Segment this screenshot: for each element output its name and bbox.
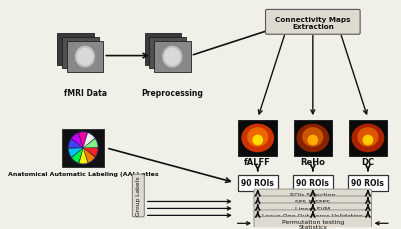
Ellipse shape [302,128,324,147]
Wedge shape [83,133,95,148]
Wedge shape [69,139,83,148]
FancyBboxPatch shape [62,38,99,69]
Ellipse shape [296,124,329,153]
FancyBboxPatch shape [254,210,372,221]
FancyBboxPatch shape [348,120,387,156]
Wedge shape [79,148,88,164]
FancyBboxPatch shape [57,34,94,65]
Circle shape [77,48,93,66]
Circle shape [164,48,180,66]
Text: ROIs Selection: ROIs Selection [290,192,336,197]
Text: Group Labels: Group Labels [136,176,141,215]
Text: Connectivity Maps: Connectivity Maps [275,17,350,23]
Circle shape [75,46,95,68]
Circle shape [162,46,182,68]
Wedge shape [79,132,87,148]
Wedge shape [83,148,98,157]
Text: 90 ROIs: 90 ROIs [352,178,385,187]
FancyBboxPatch shape [254,216,372,229]
Text: DC: DC [361,158,375,166]
FancyBboxPatch shape [67,41,103,73]
FancyBboxPatch shape [149,38,186,69]
FancyBboxPatch shape [265,10,360,35]
FancyBboxPatch shape [254,203,372,214]
Ellipse shape [357,128,379,147]
Ellipse shape [241,124,274,153]
Wedge shape [69,148,83,158]
Circle shape [68,131,99,165]
Text: fMRI Data: fMRI Data [63,88,107,97]
Wedge shape [71,133,83,148]
Text: Preprocessing: Preprocessing [142,88,203,97]
Wedge shape [83,139,98,148]
FancyBboxPatch shape [293,175,333,191]
Text: Linear SVM: Linear SVM [295,206,330,211]
FancyBboxPatch shape [254,196,372,207]
Text: ReHo: ReHo [300,158,325,166]
Text: 90 ROIs: 90 ROIs [296,178,329,187]
FancyBboxPatch shape [254,189,372,200]
Text: 90 ROIs: 90 ROIs [241,178,274,187]
Text: SFS & SFFS: SFS & SFFS [295,199,330,204]
Text: Permutation testing: Permutation testing [282,219,344,224]
FancyBboxPatch shape [145,34,182,65]
Ellipse shape [252,135,263,146]
FancyBboxPatch shape [62,129,104,167]
FancyBboxPatch shape [348,175,388,191]
Ellipse shape [363,135,373,146]
Text: Anatomical Automatic Labeling (AAL) atles: Anatomical Automatic Labeling (AAL) atle… [8,172,158,176]
FancyBboxPatch shape [154,41,190,73]
Text: fALFF: fALFF [244,158,271,166]
FancyBboxPatch shape [239,120,277,156]
Text: Leave One Out Coess Validation: Leave One Out Coess Validation [262,213,363,218]
Ellipse shape [308,135,318,146]
Text: Statistics: Statistics [298,224,327,229]
Wedge shape [72,148,83,163]
Text: Extraction: Extraction [292,24,334,30]
FancyBboxPatch shape [237,175,278,191]
Ellipse shape [247,128,268,147]
FancyBboxPatch shape [132,174,144,217]
Ellipse shape [352,124,384,153]
Wedge shape [83,148,95,163]
FancyBboxPatch shape [294,120,332,156]
